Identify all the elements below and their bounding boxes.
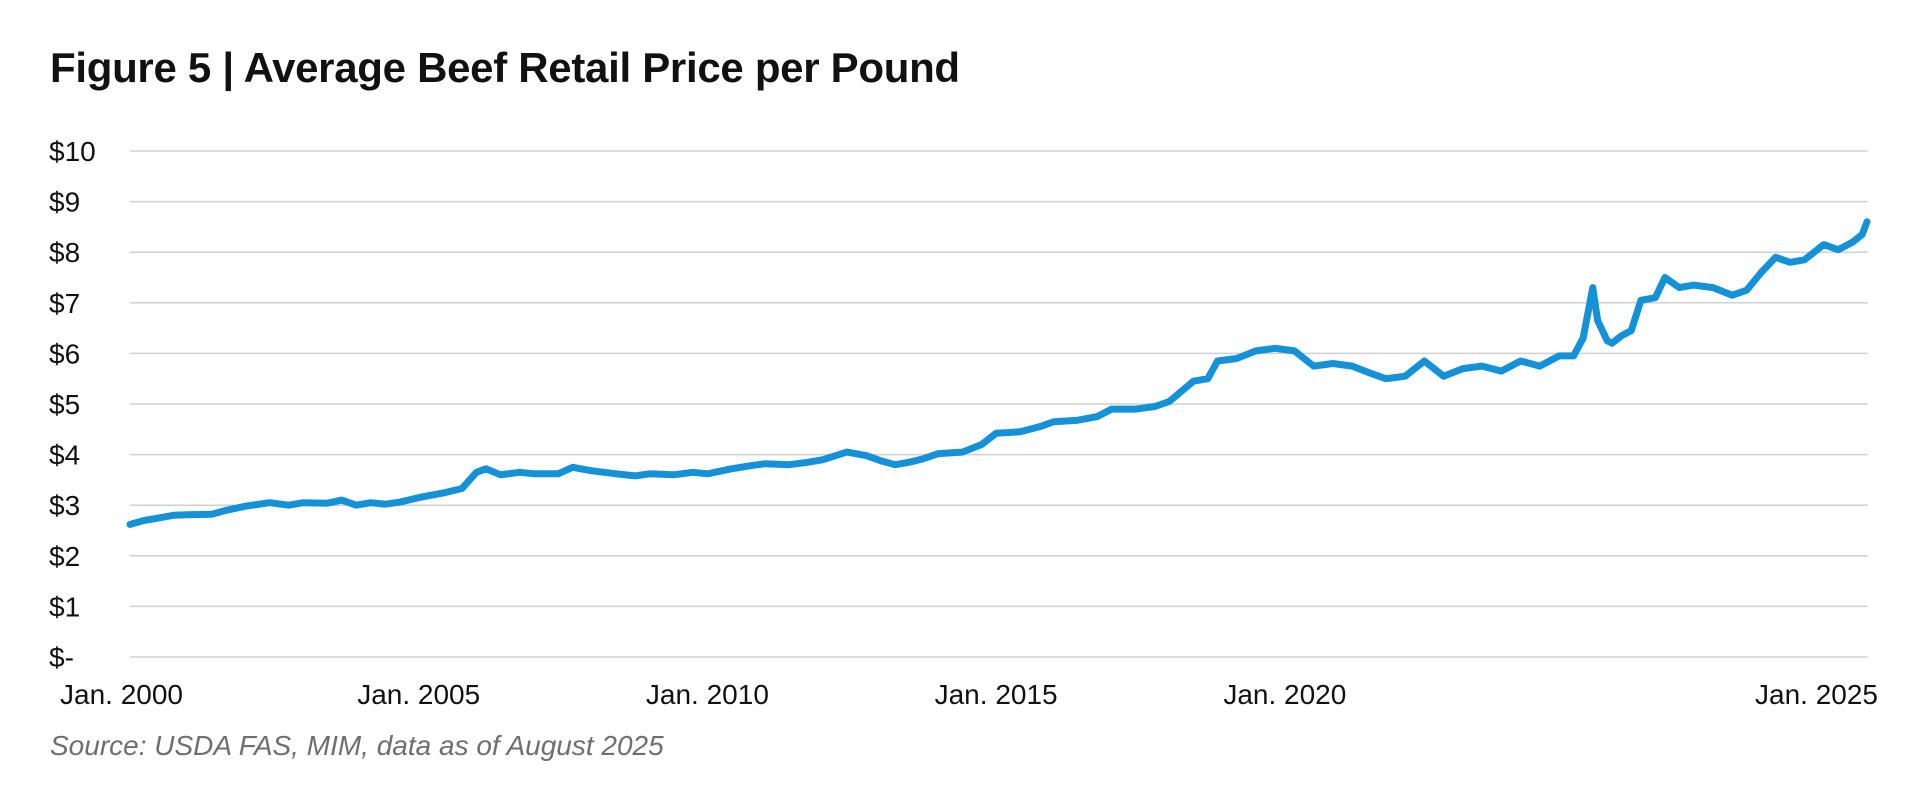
x-tick-label: Jan. 2020 bbox=[1223, 679, 1346, 710]
y-tick-label: $5 bbox=[49, 389, 80, 420]
chart-title: Figure 5 | Average Beef Retail Price per… bbox=[50, 44, 960, 91]
y-tick-label: $3 bbox=[49, 490, 80, 521]
series-layer bbox=[126, 218, 1871, 528]
y-tick-label: $- bbox=[49, 642, 74, 673]
x-tick-label: Jan. 2025 bbox=[1755, 679, 1878, 710]
gridlines bbox=[130, 150, 1868, 658]
series-line bbox=[126, 218, 1871, 528]
y-tick-label: $7 bbox=[49, 288, 80, 319]
x-tick-label: Jan. 2010 bbox=[646, 679, 769, 710]
x-tick-label: Jan. 2015 bbox=[935, 679, 1058, 710]
y-tick-label: $8 bbox=[49, 237, 80, 268]
y-tick-label: $4 bbox=[49, 440, 80, 471]
x-tick-label: Jan. 2005 bbox=[357, 679, 480, 710]
y-axis-tick-labels: $- $1 $2 $3 $4 $5 $6 $7 $8 $9 $10 bbox=[49, 136, 96, 673]
y-tick-label: $1 bbox=[49, 591, 80, 622]
y-tick-label: $2 bbox=[49, 541, 80, 572]
x-tick-label: Jan. 2000 bbox=[60, 679, 183, 710]
y-tick-label: $6 bbox=[49, 338, 80, 369]
y-tick-label: $10 bbox=[49, 136, 96, 167]
source-note: Source: USDA FAS, MIM, data as of August… bbox=[50, 730, 664, 761]
y-tick-label: $9 bbox=[49, 187, 80, 218]
x-axis-tick-labels: Jan. 2000 Jan. 2005 Jan. 2010 Jan. 2015 Jan.… bbox=[60, 679, 1878, 710]
